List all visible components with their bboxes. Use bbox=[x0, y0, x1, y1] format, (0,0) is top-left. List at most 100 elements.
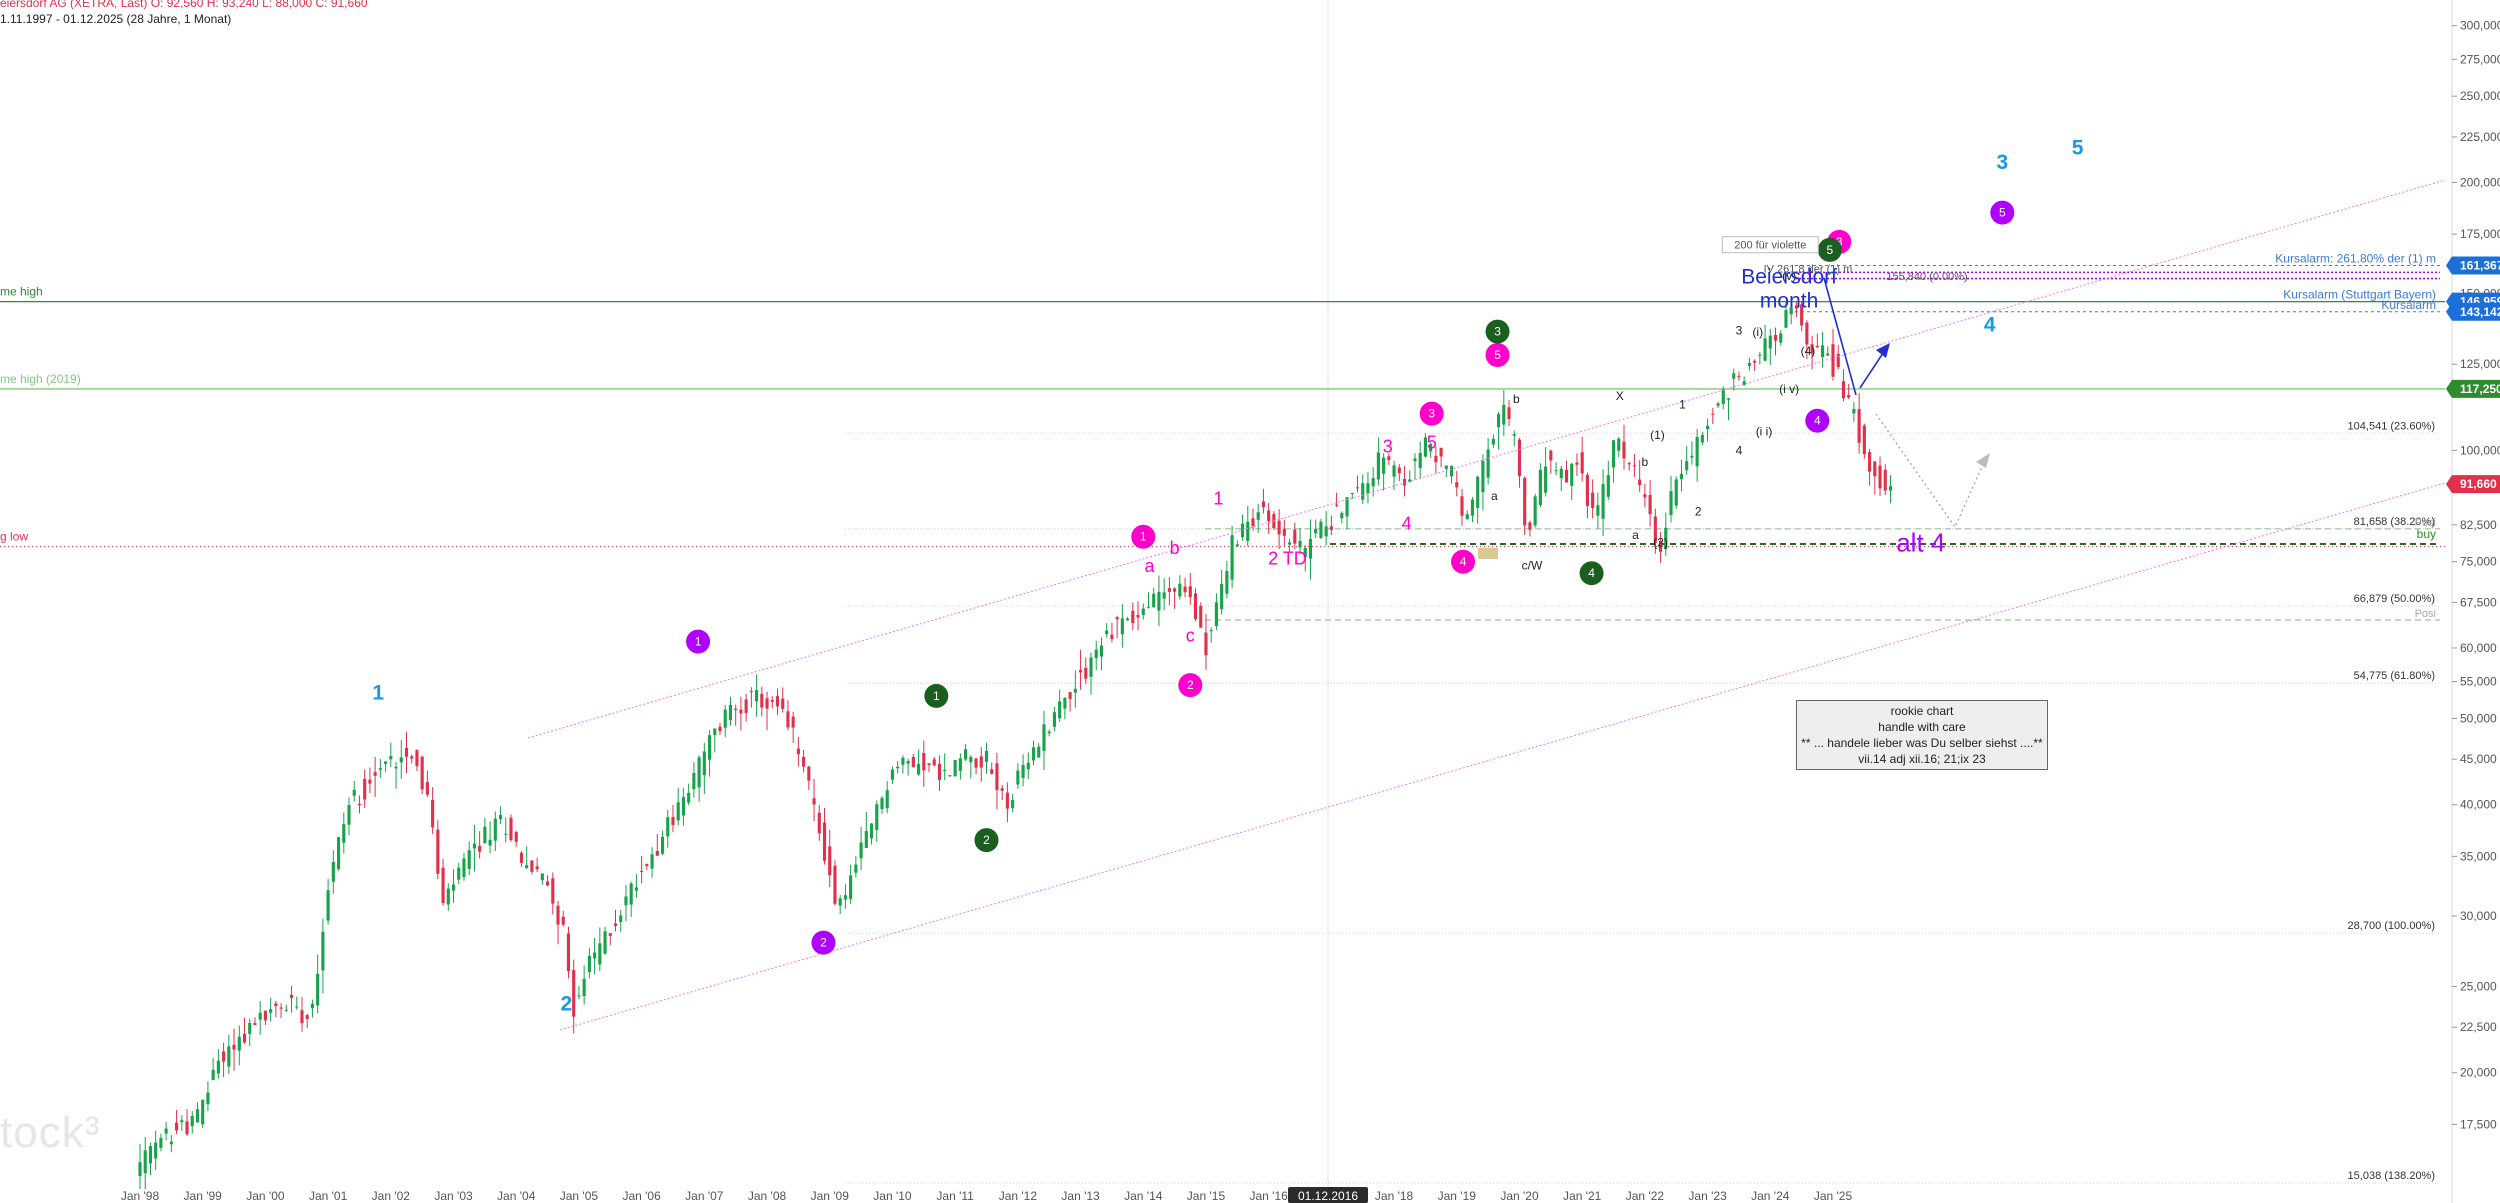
candle-body bbox=[1805, 322, 1809, 345]
candle-body bbox=[1747, 362, 1751, 366]
wave-label: 1 bbox=[1679, 397, 1686, 411]
candle bbox=[1167, 577, 1171, 606]
candle-body bbox=[1220, 583, 1224, 610]
candle bbox=[619, 910, 623, 932]
candle bbox=[227, 1034, 231, 1074]
candle-body bbox=[1345, 497, 1349, 517]
annotation: 2 bbox=[811, 930, 836, 955]
candle-body bbox=[1559, 468, 1563, 479]
candle bbox=[1868, 449, 1872, 486]
candle-body bbox=[399, 757, 403, 763]
candle-body bbox=[472, 843, 476, 849]
x-axis[interactable]: Jan '98 Jan '99 Jan '00 Jan '01 Jan '02 Jan '… bbox=[121, 1187, 1853, 1203]
candle-body bbox=[352, 789, 356, 796]
candle bbox=[1559, 465, 1563, 492]
candle bbox=[817, 804, 821, 841]
candle-body bbox=[640, 870, 644, 872]
wave-label: 3 bbox=[1383, 436, 1393, 456]
candle-body bbox=[937, 763, 942, 780]
x-tick-label: Jan '21 bbox=[1563, 1189, 1602, 1203]
candle-body bbox=[504, 833, 508, 835]
candle-body bbox=[739, 709, 743, 714]
candle-body bbox=[634, 887, 638, 891]
candle bbox=[676, 787, 680, 826]
candle-body bbox=[645, 863, 649, 866]
candle-body bbox=[744, 699, 748, 713]
candle-body bbox=[577, 995, 581, 997]
x-tick-label: Jan '02 bbox=[372, 1189, 411, 1203]
candle bbox=[1570, 463, 1574, 500]
y-tick-label: 60,000 bbox=[2460, 641, 2497, 655]
candle bbox=[1146, 592, 1151, 609]
candle bbox=[431, 787, 435, 835]
candle-body bbox=[1888, 486, 1893, 491]
wave-circle-label: 3 bbox=[1428, 407, 1435, 421]
y-tick-label: 40,000 bbox=[2460, 798, 2497, 812]
candle bbox=[687, 783, 691, 806]
candle bbox=[1355, 475, 1360, 493]
candle bbox=[504, 817, 508, 843]
y-tick-label: 82,500 bbox=[2460, 518, 2497, 532]
candle-body bbox=[1800, 304, 1804, 326]
annotation: (i) bbox=[1752, 325, 1763, 339]
annotation: b bbox=[1513, 392, 1520, 406]
annotation: 1 bbox=[686, 629, 711, 654]
candle-body bbox=[269, 1009, 273, 1013]
candle bbox=[1585, 472, 1589, 518]
annotation: a bbox=[1632, 528, 1639, 542]
candle bbox=[901, 755, 905, 774]
candle bbox=[1491, 434, 1495, 448]
candle bbox=[1084, 657, 1088, 685]
candle-body bbox=[1523, 477, 1527, 526]
candle bbox=[995, 752, 999, 810]
candle-body bbox=[890, 769, 895, 780]
candle-body bbox=[655, 850, 659, 856]
annotation: (2) bbox=[1653, 536, 1668, 550]
candle bbox=[1554, 462, 1558, 476]
info-line: vii.14 adj xii.16; 21;ix 23 bbox=[1858, 752, 1986, 766]
candle-body bbox=[671, 817, 675, 826]
candle bbox=[927, 763, 931, 773]
candle-body bbox=[1141, 608, 1145, 615]
candle-body bbox=[326, 890, 330, 921]
candle bbox=[1512, 430, 1516, 447]
candle bbox=[180, 1115, 184, 1131]
wave-circle-label: 3 bbox=[1836, 235, 1843, 249]
candle-body bbox=[1246, 521, 1250, 541]
wave-label: 1 bbox=[372, 682, 384, 705]
candle-body bbox=[849, 875, 853, 899]
candle-body bbox=[1658, 540, 1663, 552]
candle bbox=[1099, 637, 1104, 671]
candle-body bbox=[1831, 344, 1835, 377]
candle bbox=[885, 780, 889, 814]
candle-body bbox=[1031, 747, 1036, 761]
annotation: (v) bbox=[1782, 269, 1796, 283]
y-tick-label: 250,000 bbox=[2460, 89, 2500, 103]
candle bbox=[1434, 446, 1438, 474]
candle-body bbox=[885, 790, 889, 809]
candle-body bbox=[1303, 547, 1307, 558]
candle bbox=[1470, 497, 1475, 523]
candle-body bbox=[1366, 483, 1370, 493]
candle-body bbox=[1664, 527, 1668, 550]
candle bbox=[1575, 453, 1579, 476]
wave-label: 4 bbox=[1736, 443, 1743, 457]
candle-body bbox=[1852, 408, 1856, 414]
candle bbox=[1366, 472, 1370, 504]
candle bbox=[300, 997, 304, 1032]
candle bbox=[206, 1081, 210, 1112]
y-axis[interactable]: 17,500 20,000 22,500 25,000 30,000 35,000 40,0… bbox=[2452, 19, 2500, 1132]
candle bbox=[289, 985, 294, 1013]
candle-body bbox=[1021, 764, 1025, 778]
annotation: 3 bbox=[1996, 151, 2008, 174]
candle bbox=[1439, 447, 1443, 468]
x-cursor-label: 01.12.2016 bbox=[1298, 1189, 1358, 1203]
candle-body bbox=[1491, 438, 1495, 445]
posi-label: Posi bbox=[2415, 608, 2436, 620]
candle-body bbox=[425, 782, 429, 795]
x-tick-label: Jan '99 bbox=[184, 1189, 223, 1203]
candle-body bbox=[190, 1115, 194, 1127]
candle-body bbox=[948, 775, 952, 777]
